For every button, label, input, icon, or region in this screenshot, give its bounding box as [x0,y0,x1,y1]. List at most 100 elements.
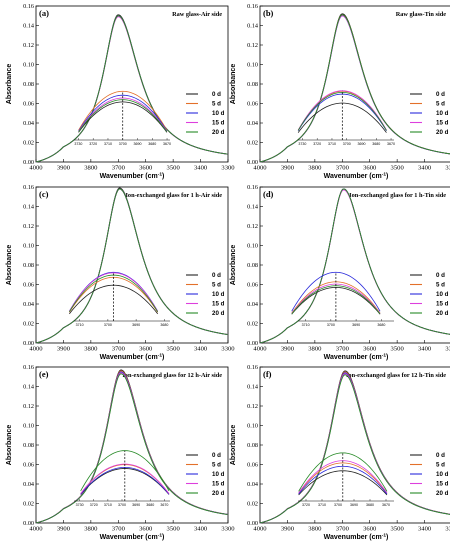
legend-label-20d: 20 d [436,490,449,497]
y-tick-label: 0.02 [23,501,34,508]
inset-tick-label: 3700 [118,503,126,507]
x-tick-label: 3400 [194,526,208,533]
inset-zoom: 3710 3700 3690 3680 [291,271,394,327]
y-tick-label: 0.10 [247,62,258,69]
panel-f: 4000 3900 3800 3700 3600 3500 3400 3300 0.00 0.02… [230,364,450,541]
y-axis-label: Absorbance [6,425,13,466]
inset-series-10d [291,271,381,312]
inset-tick-label: 3670 [382,503,390,507]
y-tick-label: 0.02 [23,140,34,147]
inset-tick-label: 3680 [377,323,385,327]
y-tick-label: 0.12 [23,42,34,49]
inset-series-5d [78,90,168,131]
y-tick-label: 0.04 [23,120,34,127]
series-line-20d [35,15,228,163]
panel-d: 4000 3900 3800 3700 3600 3500 3400 3300 0.00 0.02… [230,184,450,361]
inset-series-20d [298,452,388,492]
x-tick-label: 4000 [29,526,43,533]
x-tick-label: 3400 [194,346,208,353]
inset-tick-label: 3730 [76,503,84,507]
x-tick-label: 3700 [112,346,126,353]
y-tick-label: 0.04 [23,481,34,488]
inset-tick-label: 3700 [334,503,342,507]
legend-label-10d: 10 d [212,291,225,298]
x-tick-label: 3600 [139,165,153,172]
inset-series-20d [297,91,387,131]
inset-tick-label: 3690 [350,503,358,507]
legend-label-0d: 0 d [436,91,445,98]
inset-series-0d [78,101,168,133]
y-tick-label: 0.12 [247,42,258,49]
y-tick-label: 0.10 [247,243,258,250]
inset-tick-label: 3720 [313,142,321,146]
y-tick-label: 0.14 [247,384,258,391]
legend-label-20d: 20 d [212,129,225,136]
x-tick-label: 3300 [445,526,450,533]
inset-tick-label: 3680 [372,142,380,146]
panel-title: Ion-exchanged glass for 12 h-Air side [122,372,222,379]
inset-series-0d [298,470,388,496]
series-line-20d [259,374,450,524]
inset-tick-label: 3680 [146,503,154,507]
x-tick-label: 3600 [363,346,377,353]
legend-label-10d: 10 d [212,110,225,117]
x-tick-label: 3800 [308,165,322,172]
inset-tick-label: 3720 [89,142,97,146]
x-tick-label: 4000 [253,346,267,353]
y-tick-label: 0.02 [247,321,258,328]
inset-tick-label: 3710 [104,503,112,507]
x-axis-label: Wavenumber (cm-1) [324,533,389,542]
inset-tick-label: 3730 [298,142,306,146]
panel-title: Raw glass-Tin side [396,11,446,18]
y-axis-label: Absorbance [230,425,237,466]
plot-frame [259,186,450,344]
inset-tick-label: 3700 [119,142,127,146]
x-axis-label: Wavenumber (cm-1) [324,172,389,181]
legend-label-5d: 5 d [436,101,445,108]
inset-tick-label: 3700 [327,323,335,327]
legend-label-0d: 0 d [436,452,445,459]
y-tick-label: 0.10 [23,243,34,250]
y-tick-label: 0.16 [247,184,258,191]
y-tick-label: 0.08 [23,81,34,88]
x-tick-label: 3700 [112,526,126,533]
y-tick-label: 0.10 [247,423,258,430]
panel-letter: (a) [39,8,49,18]
inset-tick-label: 3710 [328,142,336,146]
inset-tick-label: 3700 [104,323,112,327]
plot-frame [259,5,450,163]
plot-frame [35,366,229,524]
y-tick-label: 0.16 [247,3,258,10]
panel-letter: (c) [39,189,49,199]
series-line-15d [259,373,450,524]
legend-label-10d: 10 d [436,110,449,117]
inset-zoom: 3730 3720 3710 3700 3690 3680 3670 [74,90,171,146]
y-tick-label: 0.00 [247,159,258,166]
y-tick-label: 0.06 [247,282,258,289]
x-tick-label: 3600 [139,526,153,533]
x-tick-label: 3800 [308,346,322,353]
inset-series-10d [80,466,170,495]
y-tick-label: 0.16 [23,184,34,191]
x-tick-label: 3800 [84,346,98,353]
x-tick-label: 3600 [363,165,377,172]
x-tick-label: 3300 [221,526,235,533]
inset-tick-label: 3710 [302,323,310,327]
plot-frame [35,186,229,344]
legend-label-15d: 15 d [436,301,449,308]
y-tick-label: 0.10 [23,62,34,69]
x-tick-label: 4000 [253,526,267,533]
legend-label-5d: 5 d [212,101,221,108]
legend-label-10d: 10 d [212,471,225,478]
y-tick-label: 0.10 [23,423,34,430]
legend-label-10d: 10 d [436,471,449,478]
y-axis-label: Absorbance [6,245,13,286]
inset-tick-label: 3680 [366,503,374,507]
x-tick-label: 3800 [308,526,322,533]
inset-tick-label: 3710 [318,503,326,507]
inset-tick-label: 3690 [358,142,366,146]
inset-tick-label: 3670 [163,142,171,146]
legend-label-15d: 15 d [212,301,225,308]
series-line-20d [35,188,228,344]
legend-label-20d: 20 d [212,490,225,497]
